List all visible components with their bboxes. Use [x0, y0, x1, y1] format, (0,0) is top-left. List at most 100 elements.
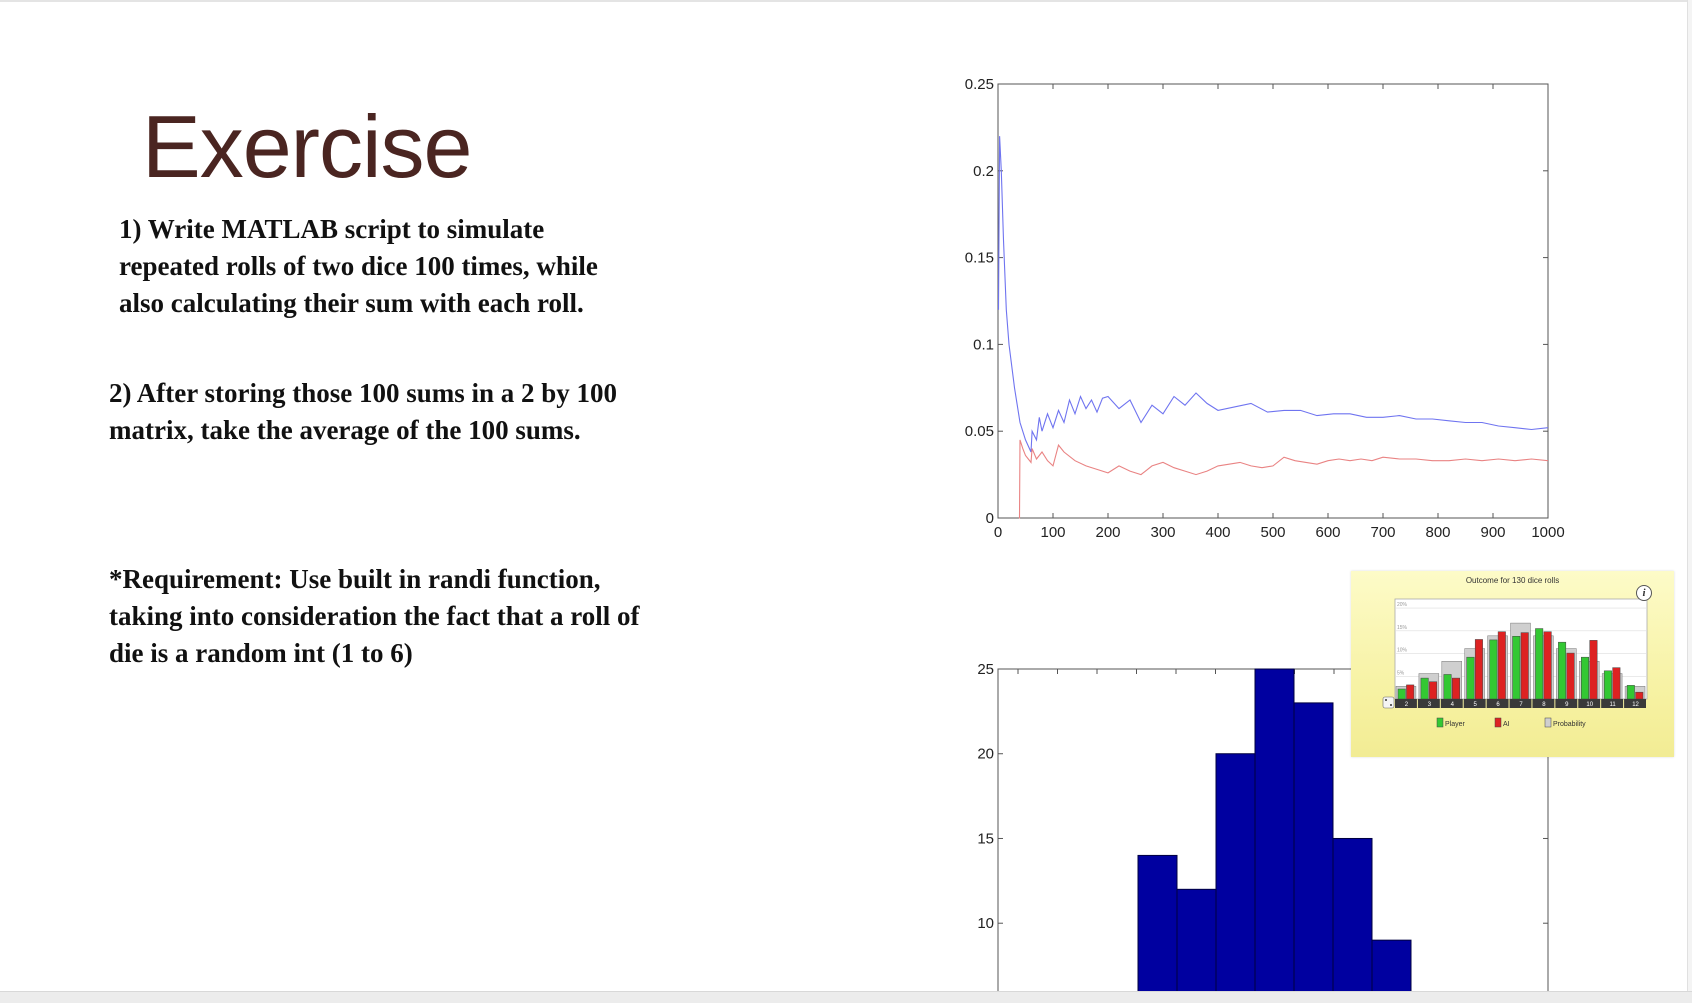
histogram-bar: [1176, 888, 1217, 991]
inset-category-label: 10: [1586, 702, 1593, 708]
inset-chart-title: Outcome for 130 dice rolls: [1465, 576, 1560, 585]
inset-bar-ai: [1520, 632, 1529, 700]
inset-category-cell: [1486, 699, 1509, 708]
inset-legend-swatch: [1544, 717, 1552, 728]
inset-bar-ai: [1543, 631, 1552, 700]
inset-y-tick-label: 15%: [1397, 625, 1408, 631]
inset-legend-swatch: [1436, 717, 1444, 728]
histogram-bar: [1254, 668, 1295, 991]
histogram-bar: [1137, 854, 1178, 991]
y-tick-label: 0.1: [973, 336, 994, 353]
inset-legend-label: Player: [1445, 721, 1466, 728]
inset-bar-ai: [1452, 677, 1460, 700]
inset-y-tick-label: 10%: [1397, 648, 1408, 654]
inset-y-tick-label: 5%: [1397, 670, 1405, 676]
inset-category-cell: [1624, 699, 1646, 708]
inset-category-cell: [1601, 699, 1624, 708]
y-tick-label: 0.05: [965, 423, 994, 440]
bottom-scroll-bar[interactable]: [0, 991, 1692, 1003]
inset-bar-ai: [1474, 639, 1483, 700]
info-icon[interactable]: i: [1636, 585, 1652, 601]
histogram-bar: [1332, 837, 1373, 991]
y-tick-label: 0: [986, 510, 994, 527]
y-tick-label: 15: [977, 830, 994, 847]
inset-category-cell: [1555, 699, 1578, 708]
exercise-step-2: 2) After storing those 100 sums in a 2 b…: [109, 378, 618, 445]
x-tick-label: 600: [1315, 524, 1340, 541]
inset-category-label: 8: [1542, 702, 1546, 708]
x-tick-label: 800: [1425, 524, 1450, 541]
inset-bar-ai: [1406, 684, 1415, 700]
inset-bar-player: [1489, 639, 1498, 700]
x-tick-label: 200: [1095, 524, 1120, 541]
inset-bar-ai: [1566, 652, 1575, 700]
inset-bar-player: [1443, 674, 1452, 700]
x-tick-label: 0: [994, 524, 1002, 541]
dice-pip: [1385, 699, 1387, 701]
inset-category-cell: [1417, 699, 1440, 708]
slide-title: Exercise: [142, 97, 472, 196]
x-tick-label: 400: [1205, 524, 1230, 541]
inset-category-cell: [1463, 699, 1486, 708]
inset-bar-player: [1397, 688, 1406, 700]
y-tick-label: 25: [977, 661, 994, 678]
plot-area: [997, 83, 1549, 519]
inset-bar-player: [1603, 670, 1612, 700]
inset-bar-ai: [1635, 691, 1644, 700]
x-tick-label: 500: [1260, 524, 1285, 541]
inset-bar-ai: [1429, 681, 1438, 700]
series-line-blue: [997, 136, 1549, 453]
inset-bar-ai: [1589, 640, 1598, 700]
dice-outcome-chart: 5% 10% 15% 20% 2 3 4 5 6 7 8 9 10 11 12 Player AI Probabi…: [1382, 598, 1648, 728]
series-line-red: [1018, 439, 1549, 519]
inset-category-label: 2: [1405, 702, 1409, 708]
x-tick-label: 300: [1150, 524, 1175, 541]
x-tick-label: 100: [1040, 524, 1065, 541]
inset-bar-player: [1466, 656, 1475, 700]
exercise-step-1: 1) Write MATLAB script to simulate repea…: [119, 214, 598, 318]
y-tick-label: 0.25: [965, 76, 994, 93]
histogram-bar: [1371, 939, 1412, 991]
x-tick-label: 1000: [1531, 524, 1564, 541]
x-tick-label: 900: [1480, 524, 1505, 541]
inset-category-label: 12: [1632, 702, 1639, 708]
x-tick-label: 700: [1370, 524, 1395, 541]
inset-category-label: 4: [1451, 702, 1455, 708]
y-tick-label: 0.2: [973, 163, 994, 180]
top-border: [0, 0, 1692, 2]
inset-bar-player: [1512, 636, 1521, 700]
inset-bar-player: [1581, 656, 1589, 700]
inset-category-label: 5: [1474, 702, 1478, 708]
inset-legend-label: Probability: [1553, 721, 1586, 728]
inset-bar-player: [1535, 628, 1544, 700]
inset-category-cell: [1395, 699, 1417, 708]
inset-bar-player: [1420, 677, 1429, 700]
inset-category-label: 7: [1519, 702, 1523, 708]
inset-legend-label: AI: [1503, 721, 1510, 728]
inset-y-tick-label: 20%: [1397, 602, 1408, 608]
inset-bar-player: [1626, 685, 1635, 700]
inset-category-cell: [1532, 699, 1555, 708]
dice-pip: [1390, 704, 1392, 706]
y-tick-label: 0.15: [965, 250, 994, 267]
histogram-bar: [1293, 702, 1334, 991]
inset-category-label: 6: [1496, 702, 1500, 708]
inset-category-cell: [1578, 699, 1601, 708]
exercise-requirement: *Requirement: Use built in randi functio…: [109, 564, 640, 668]
inset-bar-ai: [1497, 631, 1506, 700]
inset-legend-swatch: [1494, 717, 1502, 728]
convergence-line-chart: 0 100 200 300 400 500 600 700 800 900 1000 0 0.05 0.1…: [965, 76, 1565, 541]
inset-bar-ai: [1612, 667, 1621, 700]
histogram-bar: [1215, 753, 1256, 991]
window-edge: [1687, 0, 1692, 991]
inset-category-label: 3: [1428, 702, 1432, 708]
inset-category-cell: [1440, 699, 1463, 708]
y-tick-label: 10: [977, 915, 994, 932]
inset-category-cell: [1509, 699, 1532, 708]
dice-icon: [1382, 696, 1395, 709]
dice-outcome-inset: 5% 10% 15% 20% 2 3 4 5 6 7 8 9 10 11 12 Player AI Probabi…: [1351, 571, 1674, 757]
inset-category-label: 9: [1565, 702, 1569, 708]
y-tick-label: 20: [977, 746, 994, 763]
inset-bar-player: [1558, 641, 1567, 700]
